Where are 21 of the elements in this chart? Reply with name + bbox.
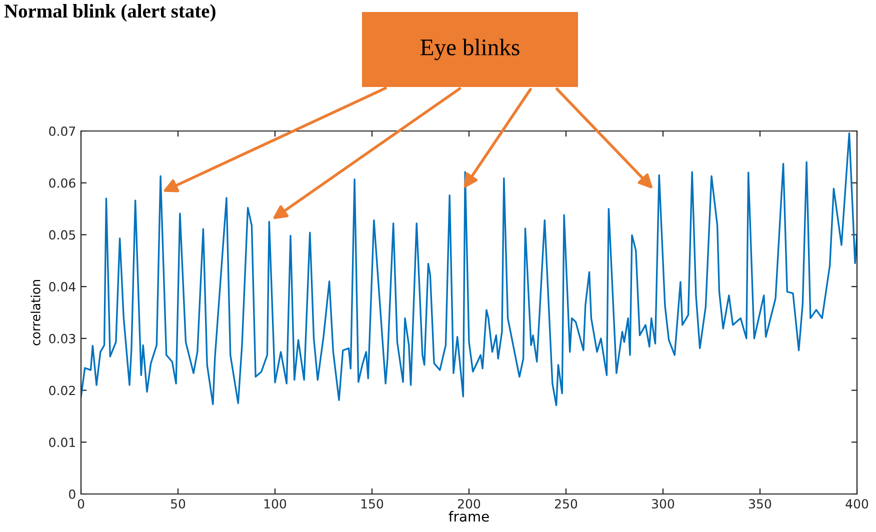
x-tick-label: 150	[361, 499, 384, 509]
x-tick-label: 100	[264, 499, 286, 509]
y-tick-label: 0.04	[49, 282, 76, 292]
y-tick-label: 0.07	[49, 126, 76, 136]
y-tick-label: 0.05	[49, 230, 76, 240]
chart-title: Normal blink (alert state)	[4, 4, 216, 22]
x-tick-label: 250	[554, 499, 578, 509]
y-tick-label: 0.03	[49, 334, 76, 344]
y-tick-label: 0.02	[49, 386, 75, 396]
x-tick-label: 200	[458, 499, 480, 509]
x-tick-label: 300	[652, 499, 674, 509]
x-tick-label: 350	[749, 499, 772, 509]
x-tick-label: 50	[171, 499, 186, 509]
y-axis-title: correlation	[30, 280, 40, 346]
y-tick-label: 0.06	[49, 178, 76, 188]
y-tick-label: 0.01	[49, 438, 75, 448]
y-tick-label: 0	[69, 489, 76, 499]
x-axis-title: frame	[448, 510, 489, 522]
text: Eye blinks	[420, 38, 520, 60]
x-tick-label: 0	[78, 499, 84, 509]
x-tick-label: 400	[846, 499, 868, 509]
